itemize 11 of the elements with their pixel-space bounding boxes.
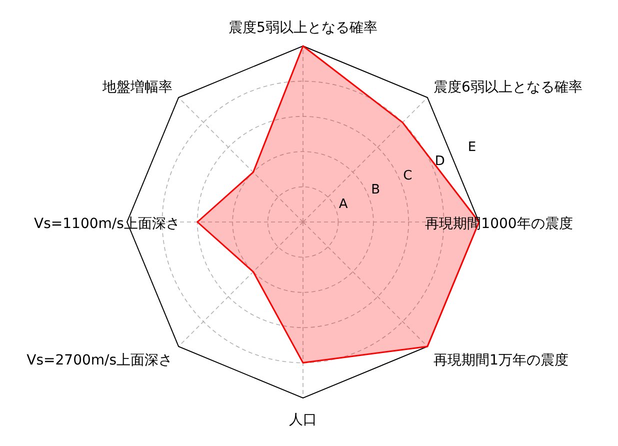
y-tick-label: D — [434, 154, 445, 170]
y-tick-label: B — [371, 182, 380, 198]
spoke-label: 震度5弱以上となる確率 — [228, 20, 378, 36]
spoke-label: 再現期間1万年の震度 — [433, 352, 568, 368]
y-tick-label: C — [403, 168, 412, 184]
y-tick-label: E — [468, 140, 476, 155]
y-tick-label: A — [338, 197, 348, 212]
spoke-label: 人口 — [289, 412, 317, 428]
spoke-label: 地盤増幅率 — [102, 78, 173, 96]
spoke-label: Vs=2700m/s上面深さ — [26, 352, 173, 368]
spoke-label: 震度6弱以上となる確率 — [433, 80, 582, 96]
